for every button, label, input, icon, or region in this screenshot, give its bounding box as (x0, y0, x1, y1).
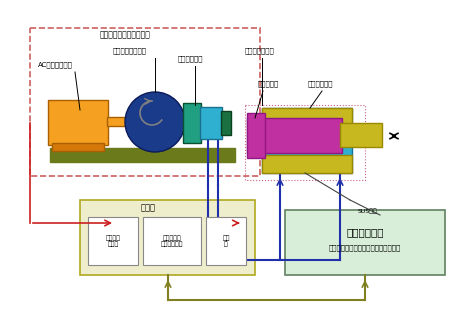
Bar (262, 108, 352, 173)
Bar (48, 100, 108, 145)
Bar (80, 200, 255, 275)
Text: ACサーボモータ: ACサーボモータ (37, 61, 73, 68)
Text: （ブースト回路、温調システム含む）: （ブースト回路、温調システム含む） (329, 245, 401, 251)
Bar (52, 143, 104, 151)
Text: モータ用
アンプ: モータ用 アンプ (106, 235, 120, 247)
Text: 位置センサ: 位置センサ (257, 80, 279, 87)
Bar (262, 155, 352, 173)
Bar (245, 105, 365, 180)
Text: 水サーボポンプユニット: 水サーボポンプユニット (100, 30, 151, 39)
Text: ポートアダプタ: ポートアダプタ (245, 47, 275, 54)
Bar (200, 107, 222, 139)
Text: 水圧シリンダ: 水圧シリンダ (307, 80, 333, 87)
Text: 変換
器: 変換 器 (222, 235, 230, 247)
Bar (285, 210, 445, 275)
Bar (143, 217, 201, 265)
Bar (247, 113, 265, 158)
Bar (107, 117, 135, 126)
Text: トルクアーム: トルクアーム (177, 55, 203, 62)
Circle shape (125, 92, 185, 152)
Text: 水圧サーボ
コントローラ: 水圧サーボ コントローラ (161, 235, 183, 247)
Bar (340, 123, 382, 147)
Bar (183, 103, 201, 143)
Bar (50, 148, 235, 162)
Bar (262, 108, 352, 126)
Bar (247, 118, 342, 153)
Text: SUS記管: SUS記管 (358, 208, 378, 214)
Text: 水圧サーボポンプ: 水圧サーボポンプ (113, 47, 147, 54)
Text: 水圧リザーバ: 水圧リザーバ (346, 227, 384, 237)
Bar (221, 111, 231, 135)
Text: 制御盤: 制御盤 (140, 203, 155, 212)
Bar (30, 28, 260, 176)
Bar (88, 217, 138, 265)
Bar (206, 217, 246, 265)
